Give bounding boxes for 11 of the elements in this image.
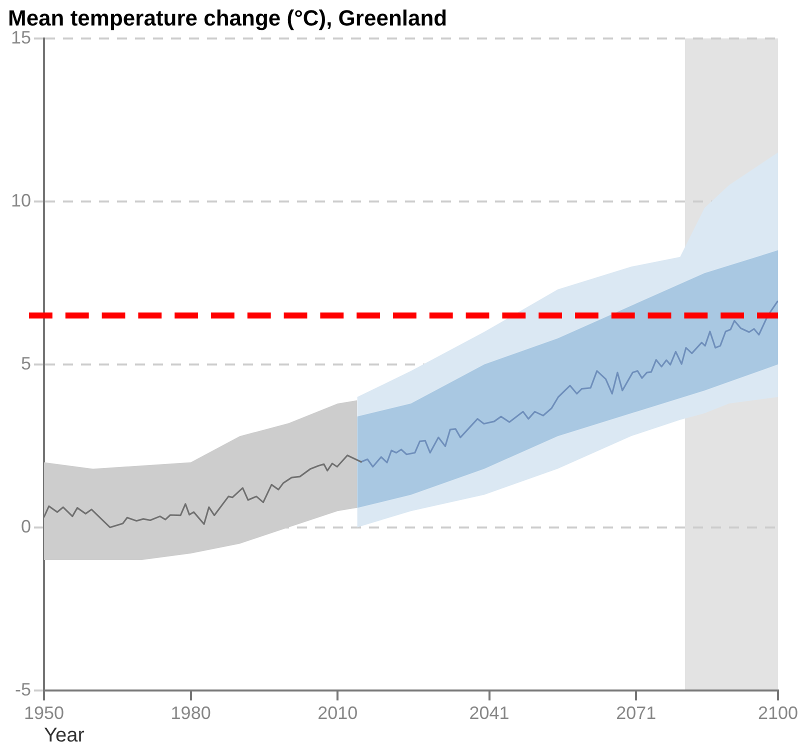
x-tick-label: 2100 (758, 703, 798, 724)
y-tick-label: 5 (21, 353, 32, 374)
x-tick-label: 2071 (616, 703, 656, 724)
x-tick-label: 1980 (170, 703, 211, 724)
x-tick-label: 2010 (318, 703, 358, 724)
x-tick-label: 2041 (469, 703, 510, 724)
y-tick-label: -5 (15, 679, 32, 700)
x-axis-title: Year (44, 724, 85, 747)
x-tick-label: 1950 (24, 703, 64, 724)
y-tick-label: 10 (10, 190, 32, 210)
y-tick-label: 0 (21, 516, 32, 536)
